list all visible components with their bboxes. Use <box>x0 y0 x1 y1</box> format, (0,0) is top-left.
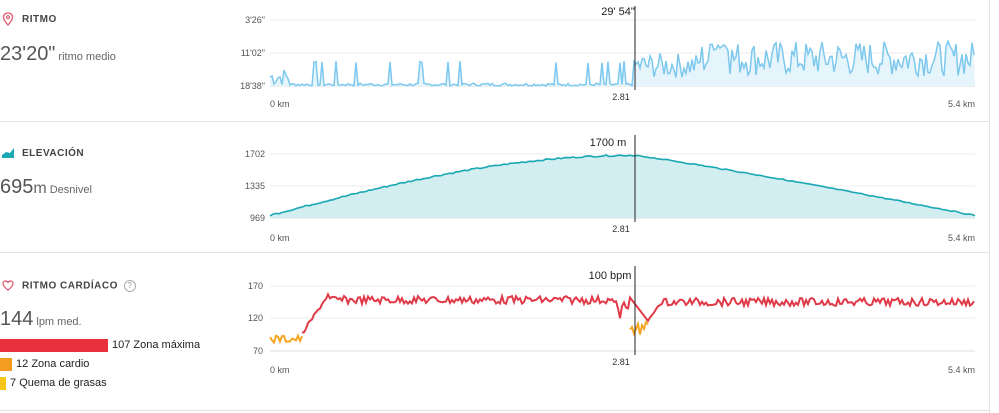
heart-x-start: 0 km <box>270 365 290 375</box>
elevation-marker-label: 1700 m <box>590 137 627 149</box>
elevation-gain-value: 695 <box>0 176 34 198</box>
elevation-x-end: 5.4 km <box>948 233 975 243</box>
pace-panel: RITMO 23'20" ritmo medio 3'26" 11'02" 18'… <box>0 0 990 122</box>
elevation-x-mid: 2.81 <box>612 224 630 234</box>
zone-bar-max <box>0 339 108 352</box>
pace-average-value: 23'20" <box>0 43 56 65</box>
heart-average-unit: lpm med. <box>36 316 82 328</box>
heart-average: 144 lpm med. <box>0 308 82 331</box>
heart-x-mid: 2.81 <box>612 357 630 367</box>
elevation-y-tick: 1335 <box>245 181 265 191</box>
pace-marker-label: 29' 54" <box>601 6 635 18</box>
pace-title: RITMO <box>22 14 57 25</box>
pace-area <box>270 41 975 86</box>
pace-y-tick: 18'38" <box>240 81 265 91</box>
elevation-series-line <box>269 154 976 217</box>
elevation-x-start: 0 km <box>270 233 290 243</box>
pace-x-mid: 2.81 <box>612 92 630 102</box>
elevation-panel: ELEVACIÓN 695m Desnivel 1702 1335 969 170… <box>0 121 990 253</box>
zone-label-max: 107 Zona máxima <box>112 339 200 351</box>
elevation-y-tick: 1702 <box>245 149 265 159</box>
zone-label-fat: 7 Quema de grasas <box>10 377 107 389</box>
elevation-gain: 695m Desnivel <box>0 176 92 199</box>
heart-y-tick: 70 <box>253 346 263 356</box>
right-border <box>989 0 990 413</box>
heart-series-low-dip <box>629 320 649 337</box>
pace-chart[interactable]: 3'26" 11'02" 18'38" 29' 54" 2.81 0 km 5.… <box>0 0 990 121</box>
elevation-area <box>270 155 975 218</box>
pace-series-line <box>269 39 975 88</box>
heart-panel: RITMO CARDÍACO? 144 lpm med. 107 Zona máx… <box>0 252 990 411</box>
location-pin-icon <box>2 12 14 26</box>
heart-marker-label: 100 bpm <box>589 270 632 282</box>
heart-series-line <box>301 292 975 334</box>
heart-average-value: 144 <box>0 308 34 330</box>
heart-icon <box>2 280 14 291</box>
mountain-icon <box>2 148 14 158</box>
zone-cardio-name: Zona cardio <box>31 358 90 370</box>
pace-average-unit: ritmo medio <box>58 51 116 63</box>
zone-cardio-minutes: 12 <box>16 358 29 370</box>
zone-max-minutes: 107 <box>112 339 131 351</box>
elevation-gain-unit: Desnivel <box>49 184 92 196</box>
zone-bar-fat <box>0 377 6 390</box>
elevation-gain-unit-m: m <box>33 180 47 197</box>
elevation-title: ELEVACIÓN <box>22 148 85 159</box>
heart-y-tick: 170 <box>248 281 263 291</box>
pace-y-tick: 3'26" <box>245 15 265 25</box>
help-icon[interactable]: ? <box>123 280 136 292</box>
elevation-y-tick: 969 <box>250 213 265 223</box>
zone-label-cardio: 12 Zona cardio <box>16 358 89 370</box>
pace-average: 23'20" ritmo medio <box>0 43 116 66</box>
elevation-chart[interactable]: 1702 1335 969 1700 m 2.81 0 km 5.4 km <box>0 121 990 252</box>
heart-title-text: RITMO CARDÍACO <box>22 280 118 292</box>
pace-x-start: 0 km <box>270 99 290 109</box>
heart-chart[interactable]: 170 120 70 100 bpm 2.81 0 km 5.4 km <box>0 252 990 410</box>
zone-fat-minutes: 7 <box>10 377 17 389</box>
zone-max-name: Zona máxima <box>133 339 201 351</box>
heart-y-tick: 120 <box>248 313 263 323</box>
zone-fat-name: Quema de grasas <box>19 377 107 389</box>
pace-x-end: 5.4 km <box>948 99 975 109</box>
pace-y-tick: 11'02" <box>241 48 265 58</box>
heart-title: RITMO CARDÍACO? <box>22 280 136 292</box>
heart-x-end: 5.4 km <box>948 365 975 375</box>
heart-series-low-start <box>269 333 303 345</box>
zone-bar-cardio <box>0 358 12 371</box>
